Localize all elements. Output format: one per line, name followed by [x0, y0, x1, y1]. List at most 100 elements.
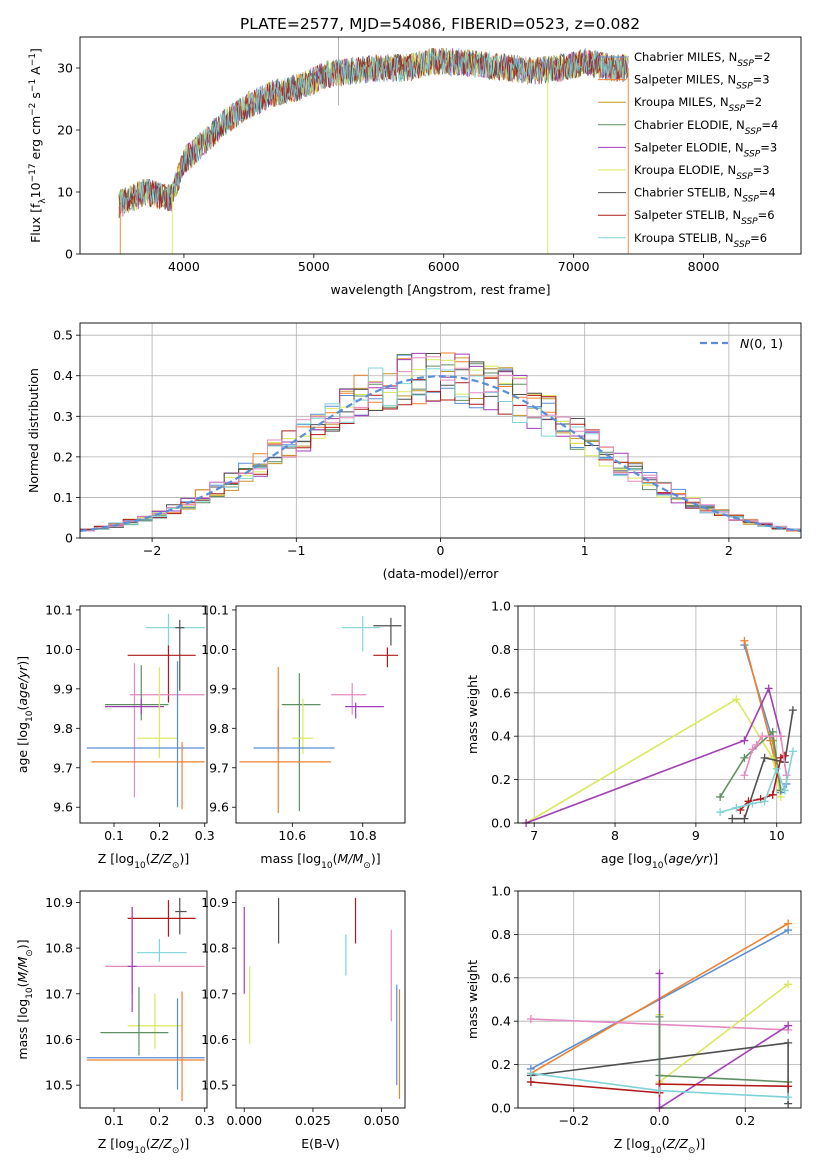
spectrum-line: [118, 49, 629, 213]
series-marker: [655, 969, 664, 978]
x-tick-label: −2: [143, 543, 161, 558]
x-tick-label: 8000: [688, 259, 720, 274]
series-marker: [776, 732, 785, 741]
axes-frame: [79, 322, 802, 539]
legend-label: Kroupa ELODIE, NSSP=3: [634, 163, 770, 182]
series-marker: [716, 792, 725, 801]
y-tick-label: 0.8: [491, 927, 511, 942]
x-tick-label: 0.050: [364, 1113, 400, 1128]
axes-frame: [235, 605, 406, 824]
x-tick-label: 6000: [428, 259, 460, 274]
x-tick-label: 0.3: [195, 828, 215, 843]
series-marker: [740, 753, 749, 762]
x-tick-label: 8: [611, 828, 619, 843]
y-axis-label: mass [log10(M/M⊙)]: [15, 939, 35, 1059]
x-tick-label: 0.2: [735, 1113, 755, 1128]
y-axis-label: mass weight: [465, 675, 480, 754]
x-tick-label: 5000: [298, 259, 330, 274]
y-tick-label: 9.7: [209, 760, 229, 775]
y-tick-label: 10.8: [201, 941, 229, 956]
series-marker: [764, 684, 773, 693]
x-axis-label: wavelength [Angstrom, rest frame]: [330, 282, 550, 297]
y-tick-label: 10.7: [201, 986, 229, 1001]
series-marker: [758, 732, 767, 741]
series-marker: [655, 1012, 664, 1021]
series-line: [743, 735, 788, 776]
x-axis-label: (data-model)/error: [383, 566, 500, 581]
x-axis-label: E(B-V): [301, 1136, 340, 1151]
series-marker: [732, 695, 741, 704]
x-axis-label: Z [log10(Z/Z⊙)]: [98, 851, 189, 871]
x-axis-label: Z [log10(Z/Z⊙)]: [98, 1136, 189, 1156]
x-tick-label: −0.2: [559, 1113, 589, 1128]
series-marker: [784, 1038, 793, 1047]
x-tick-label: 0.0: [650, 1113, 670, 1128]
y-tick-label: 10.8: [45, 941, 73, 956]
x-tick-label: 0.3: [195, 1113, 215, 1128]
x-tick-label: 0.1: [104, 1113, 124, 1128]
series-marker: [782, 771, 791, 780]
axes-frame: [79, 890, 208, 1109]
x-tick-label: 2: [725, 543, 733, 558]
series-marker: [526, 1015, 535, 1024]
series-marker: [784, 1093, 793, 1102]
metallicity-age-panel: 0.1 0.2 0.3 9.6 9.7 9.8 9.9 10.0 10.1 Z [log10(Z/…: [15, 602, 215, 871]
axes-frame: [235, 890, 406, 1109]
series-marker: [768, 727, 777, 736]
metallicity-mass-panel: 0.1 0.2 0.3 10.5 10.6 10.7 10.8 10.9 Z [log10(Z/…: [15, 890, 215, 1156]
series-marker: [655, 1071, 664, 1080]
y-tick-label: 9.9: [209, 681, 229, 696]
y-axis-label: Normed distribution: [26, 368, 41, 493]
residual-histogram-panel: −2 −1 0 1 2 0 0.1 0.2 0.3 0.4 0.5 (data-model)/erro…: [26, 322, 802, 581]
series-marker: [780, 751, 789, 760]
series-marker: [784, 980, 793, 989]
legend-label: Salpeter ELODIE, NSSP=3: [634, 140, 777, 159]
series-marker: [732, 803, 741, 812]
normal-curve: [80, 375, 801, 532]
series-marker: [784, 919, 793, 928]
x-tick-label: 1: [581, 543, 589, 558]
x-tick-label: 10: [769, 828, 785, 843]
y-tick-label: 10.5: [201, 1078, 229, 1093]
y-tick-label: 10.1: [201, 602, 229, 617]
series-marker: [748, 745, 757, 754]
legend-label: Salpeter STELIB, NSSP=6: [634, 208, 775, 227]
y-tick-label: 10.1: [45, 602, 73, 617]
y-tick-label: 10.9: [201, 895, 229, 910]
y-axis-label: age [log10(age/yr)]: [15, 656, 35, 773]
spectrum-line: [118, 49, 629, 215]
y-tick-label: 1.0: [491, 599, 511, 614]
y-axis-label: mass weight: [465, 960, 480, 1039]
series-marker: [740, 814, 749, 823]
series-marker: [728, 814, 737, 823]
x-tick-label: 0.1: [104, 828, 124, 843]
x-axis-label: age [log10(age/yr)]: [601, 851, 718, 871]
x-axis-label: Z [log10(Z/Z⊙)]: [614, 1136, 705, 1156]
series-marker: [748, 799, 757, 808]
y-tick-label: 10: [57, 185, 73, 200]
y-tick-label: 0.5: [53, 328, 73, 343]
y-tick-label: 9.6: [53, 800, 73, 815]
y-tick-label: 0.3: [53, 409, 73, 424]
series-marker: [655, 1086, 664, 1095]
x-tick-label: −1: [287, 543, 305, 558]
series-marker: [760, 797, 769, 806]
y-tick-label: 9.9: [53, 681, 73, 696]
y-tick-label: 0: [65, 247, 73, 262]
series-marker: [716, 808, 725, 817]
series-line: [719, 730, 782, 798]
series-marker: [760, 753, 769, 762]
series-marker: [526, 1077, 535, 1086]
axes-frame: [517, 605, 802, 824]
y-tick-label: 30: [57, 61, 73, 76]
y-tick-label: 9.7: [53, 760, 73, 775]
y-tick-label: 0.0: [491, 816, 511, 831]
spectrum-panel: 4000 5000 6000 7000 8000 0 10 20 30 wavelength [A…: [28, 36, 802, 297]
y-tick-label: 0.8: [491, 642, 511, 657]
series-marker: [780, 786, 789, 795]
x-tick-label: 10.6: [278, 828, 306, 843]
legend-label: Kroupa STELIB, NSSP=6: [634, 231, 767, 250]
series-marker: [772, 764, 781, 773]
y-tick-label: 10.5: [45, 1078, 73, 1093]
y-tick-label: 0.6: [491, 685, 511, 700]
